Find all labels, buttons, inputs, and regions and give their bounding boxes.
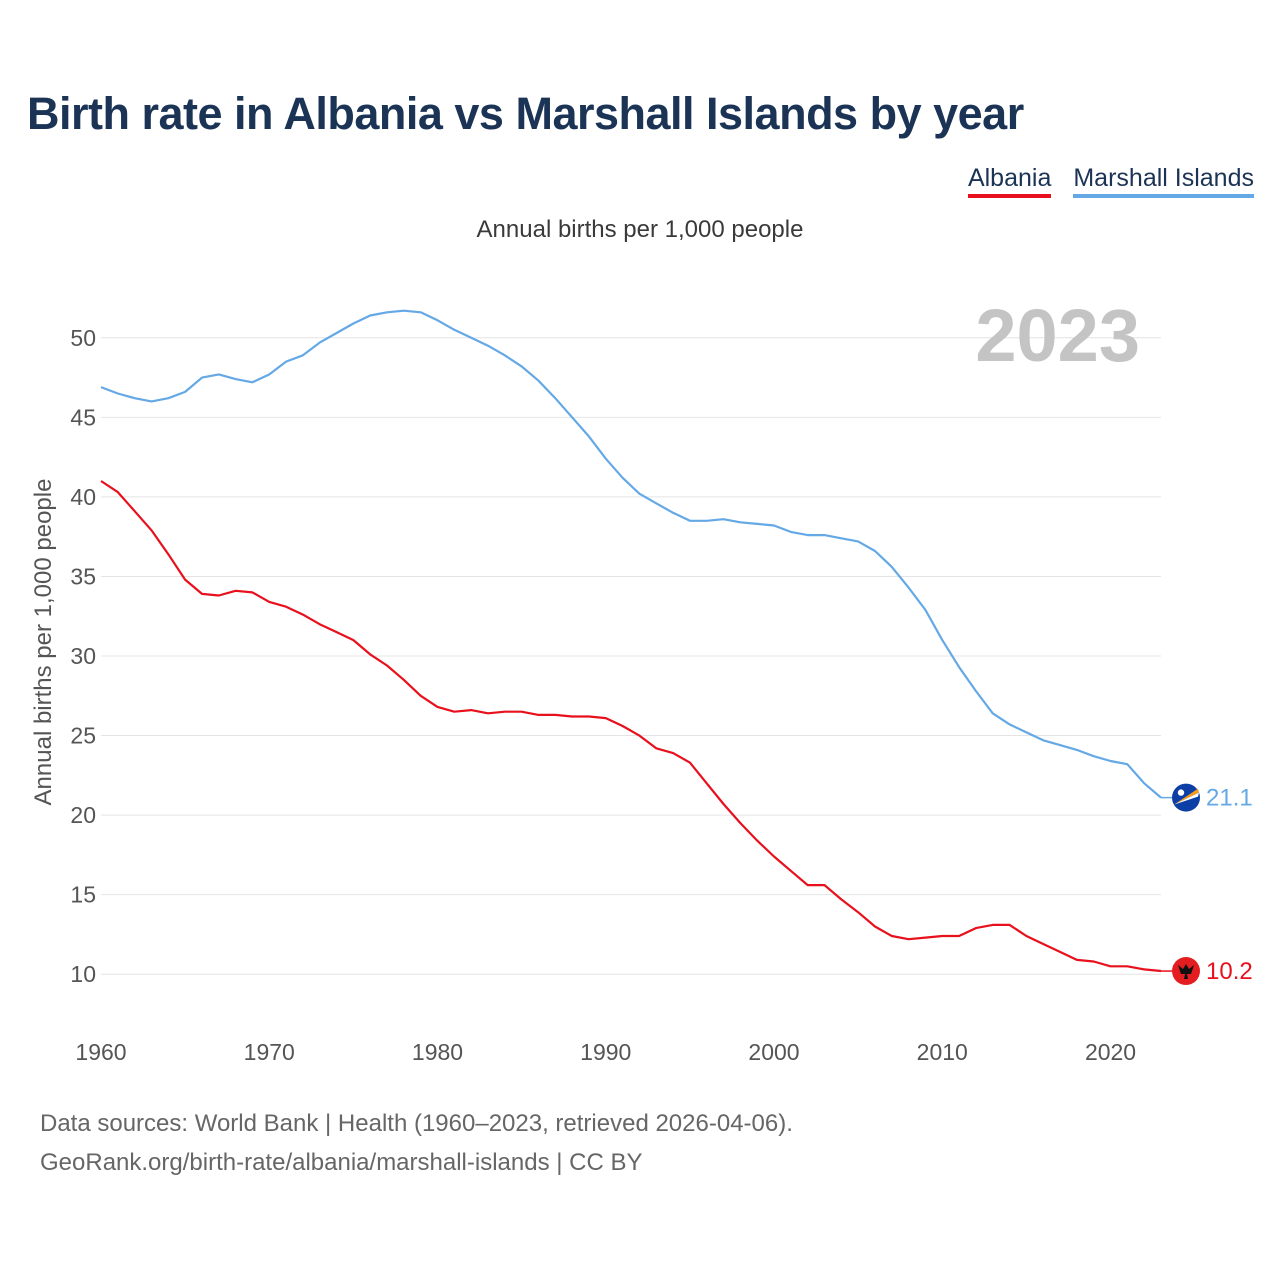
y-tick-label: 10	[70, 961, 96, 987]
y-tick-label: 35	[70, 563, 96, 589]
source-note: Data sources: World Bank | Health (1960–…	[40, 1110, 793, 1137]
flag-stripe-white	[1174, 792, 1199, 805]
y-axis-ticks: 10 15 20 25 30 35 40 45 50	[70, 325, 96, 987]
end-markers: 10.2 21.1	[1161, 783, 1253, 986]
series-lines	[100, 309, 1162, 973]
y-tick-label: 20	[70, 802, 96, 828]
x-tick-label: 1980	[412, 1039, 463, 1065]
gridlines	[101, 337, 1161, 975]
y-tick-label: 30	[70, 643, 96, 669]
flag-stripe-orange	[1174, 788, 1199, 805]
x-tick-label: 2020	[1085, 1039, 1136, 1065]
chart-subtitle: Annual births per 1,000 people	[476, 216, 804, 243]
y-tick-label: 45	[70, 404, 96, 430]
x-tick-label: 2000	[748, 1039, 799, 1065]
legend-item-albania[interactable]: Albania	[967, 164, 1052, 198]
y-tick-label: 15	[70, 882, 96, 908]
x-tick-label: 2010	[917, 1039, 968, 1065]
legend: Albania Marshall Islands	[967, 164, 1254, 198]
chart-title: Birth rate in Albania vs Marshall Island…	[27, 88, 1024, 139]
source-url[interactable]: GeoRank.org/birth-rate/albania/marshall-…	[40, 1149, 643, 1176]
y-tick-label: 25	[70, 723, 96, 749]
x-tick-label: 1970	[244, 1039, 295, 1065]
x-axis-ticks: 1960 1970 1980 1990 2000 2010 2020	[75, 1039, 1136, 1065]
y-axis-label: Annual births per 1,000 people	[30, 479, 57, 806]
footer: Data sources: World Bank | Health (1960–…	[40, 1104, 793, 1182]
x-tick-label: 1990	[580, 1039, 631, 1065]
series-line-albania	[100, 480, 1162, 973]
end-value-label-marshall-islands: 21.1	[1206, 785, 1253, 812]
eagle-icon	[1178, 964, 1194, 980]
legend-item-marshall-islands[interactable]: Marshall Islands	[1073, 164, 1254, 198]
y-tick-label: 40	[70, 484, 96, 510]
year-label: 2023	[975, 294, 1140, 377]
end-value-label-albania: 10.2	[1206, 958, 1253, 985]
flag-star	[1177, 789, 1185, 796]
y-tick-label: 50	[70, 325, 96, 351]
series-line-marshall-islands	[100, 309, 1162, 799]
x-tick-label: 1960	[75, 1039, 126, 1065]
